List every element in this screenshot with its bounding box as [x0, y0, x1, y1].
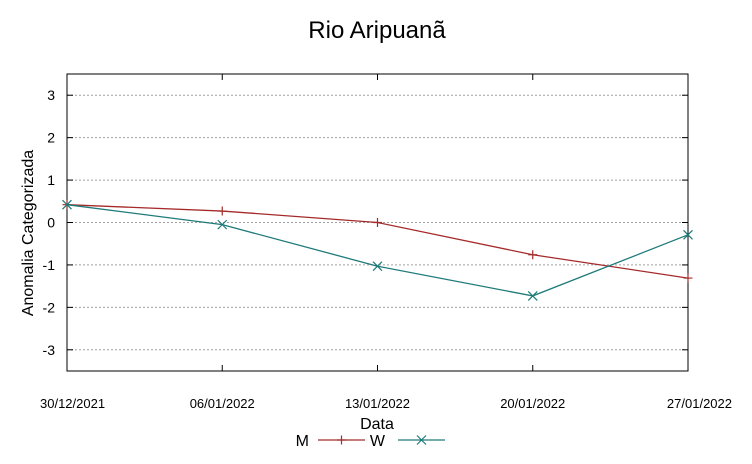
- x-tick-label: 30/12/2021: [40, 396, 105, 411]
- legend-label-M: M: [296, 433, 309, 450]
- series-W-point: [372, 261, 383, 272]
- legend-marker-W: [416, 435, 427, 445]
- series-W-group: [62, 199, 693, 301]
- x-tick-label: 27/01/2022: [667, 396, 732, 411]
- y-tick-label: 2: [47, 130, 55, 146]
- series-W-point: [527, 290, 538, 301]
- series-W-point: [62, 199, 72, 210]
- legend-label-W: W: [370, 433, 386, 450]
- plot-frame: [66, 73, 689, 372]
- y-axis-label: Anomalia Categorizada: [20, 150, 37, 316]
- y-tick-label: 3: [47, 87, 55, 103]
- y-tick-label: -1: [43, 257, 56, 273]
- x-axis-ticks: 30/12/2021 06/01/2022 13/01/2022 20/01/2022…: [40, 74, 732, 411]
- x-tick-label: 06/01/2022: [190, 396, 255, 411]
- series-layer: [62, 199, 693, 301]
- series-M-point: [683, 273, 693, 283]
- y-tick-label: 1: [47, 172, 55, 188]
- x-tick-label: 13/01/2022: [345, 396, 410, 411]
- y-axis-ticks: 3 2 1 0 -1 -2 -3: [43, 87, 688, 358]
- series-W-point: [217, 219, 228, 230]
- x-axis-label: Data: [360, 416, 394, 433]
- series-M-line: [66, 204, 689, 279]
- y-tick-label: -3: [43, 342, 56, 358]
- legend-marker-M: [337, 435, 346, 445]
- y-tick-label: 0: [47, 215, 55, 231]
- series-M-point: [373, 218, 382, 227]
- chart-title: Rio Aripuanã: [308, 17, 446, 44]
- x-tick-label: 20/01/2022: [500, 396, 565, 411]
- series-W-point: [683, 229, 693, 240]
- grid-lines: [67, 94, 688, 351]
- series-M-point: [217, 206, 227, 216]
- series-M-point: [528, 250, 538, 260]
- y-tick-label: -2: [43, 299, 56, 315]
